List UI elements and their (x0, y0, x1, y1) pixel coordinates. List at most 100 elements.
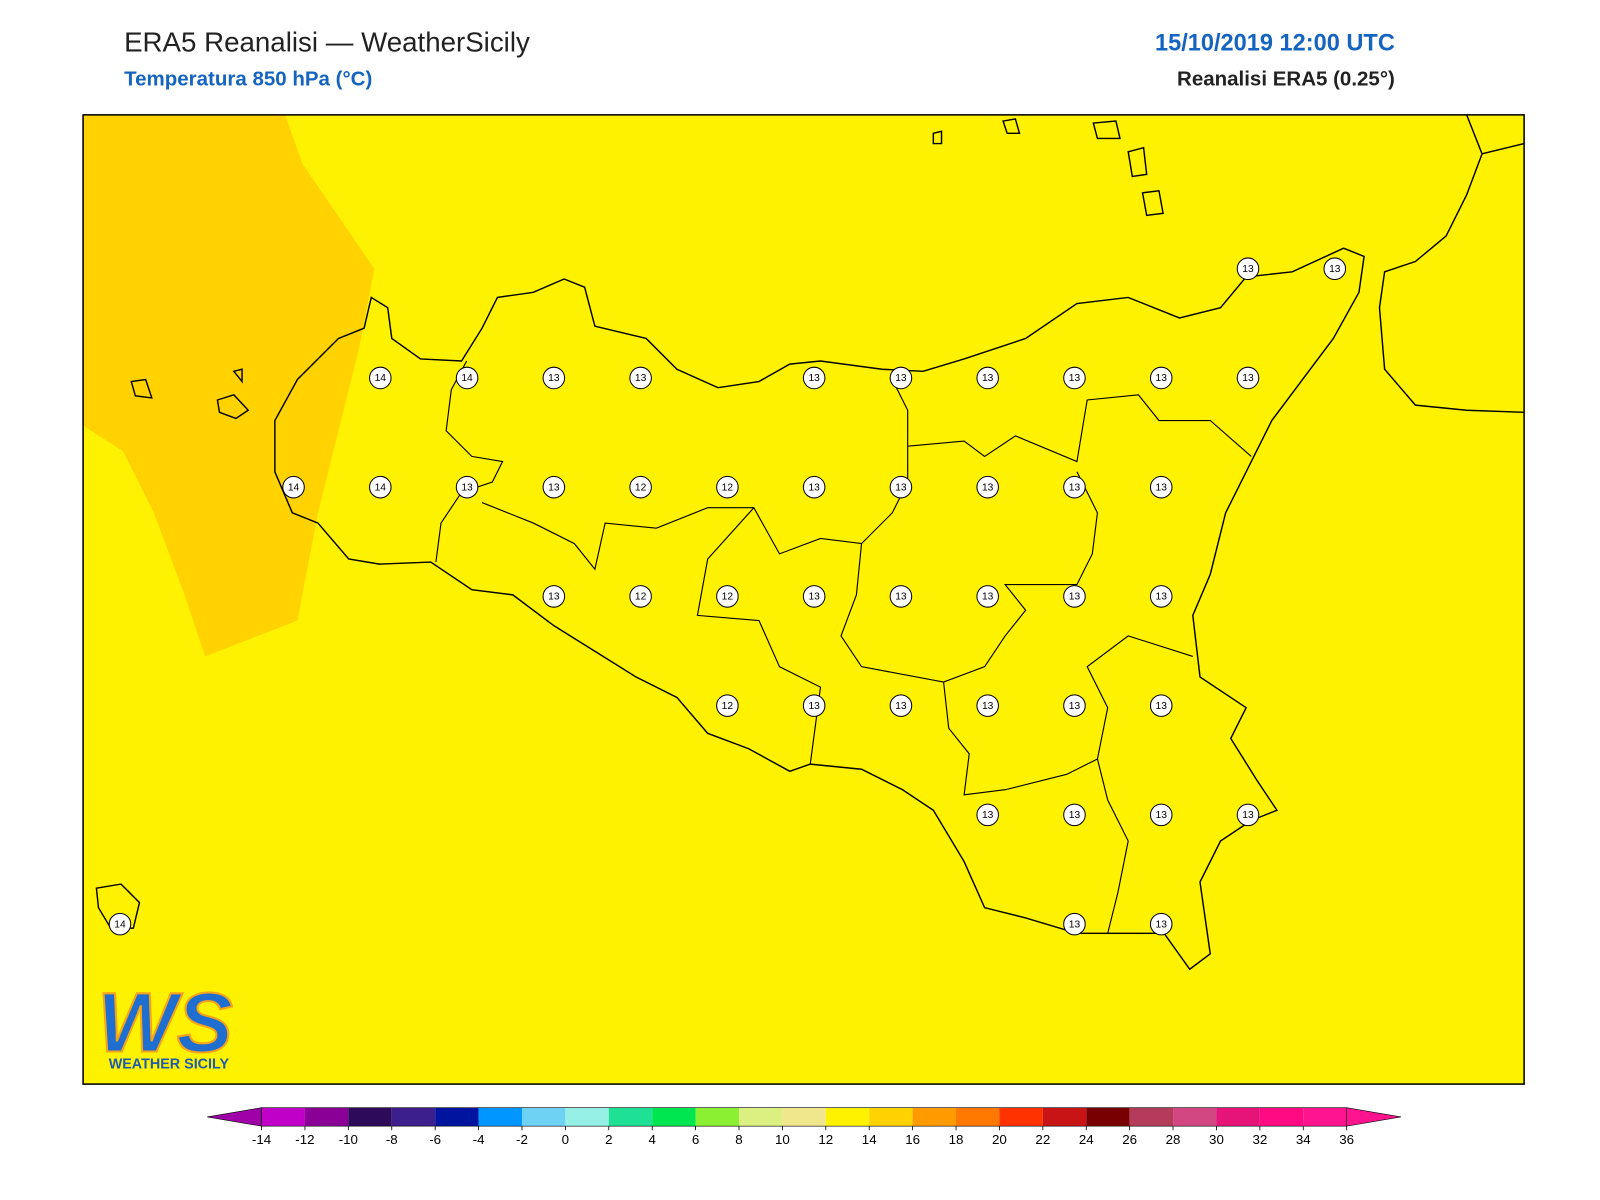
colorbar-box (956, 1107, 1000, 1127)
colorbar-tick-label: -12 (295, 1132, 314, 1147)
station-value: 14 (375, 373, 387, 384)
colorbar-tick-label: -8 (386, 1132, 398, 1147)
colorbar-tick-label: 24 (1079, 1132, 1094, 1147)
colorbar-box (565, 1107, 609, 1127)
station-marker (889, 694, 913, 717)
colorbar-box (348, 1107, 392, 1127)
station-marker (1149, 694, 1173, 717)
station-value: 13 (895, 482, 907, 493)
subtitle: Temperatura 850 hPa (°C) (124, 67, 372, 90)
station-marker (976, 803, 999, 827)
station-value: 13 (895, 373, 907, 384)
station-marker (1063, 585, 1086, 608)
colorbar-box (999, 1107, 1043, 1127)
map (83, 114, 1525, 1085)
colorbar-tick-label: -4 (473, 1132, 485, 1147)
station-value: 13 (548, 592, 560, 603)
station-value: 13 (808, 701, 820, 712)
station-marker (629, 366, 652, 390)
colorbar-box (912, 1107, 957, 1127)
station-marker (542, 475, 566, 499)
colorbar: -14 -12 -10 -8 -6 -4 -2 0 2 4 6 8 10 12 14 16 18 20 22 24 26… (207, 1107, 1402, 1147)
colorbar-box (1173, 1107, 1217, 1127)
station-value: 14 (375, 482, 387, 493)
colorbar-tick-label: -2 (516, 1132, 528, 1147)
colorbar-tick-label: 6 (692, 1132, 699, 1147)
colorbar-tick-label: 12 (818, 1132, 833, 1147)
islands (95, 118, 1164, 929)
colorbar-box (825, 1107, 870, 1127)
station-marker (802, 694, 826, 717)
station-value: 12 (635, 592, 647, 603)
colorbar-tick-label: 22 (1035, 1132, 1050, 1147)
colorbar-box (782, 1107, 826, 1127)
colorbar-tick-label: 2 (605, 1132, 612, 1147)
station-marker (629, 475, 652, 499)
station-value: 13 (1242, 373, 1254, 384)
colorbar-tick-label: 14 (862, 1132, 877, 1147)
colorbar-tick-label: 36 (1339, 1132, 1354, 1147)
colorbar-box (1259, 1107, 1304, 1127)
colorbar-box (608, 1107, 653, 1127)
station-marker (1063, 912, 1086, 936)
station-value: 12 (722, 482, 734, 493)
station-marker (1149, 585, 1173, 608)
colorbar-box (1216, 1107, 1260, 1127)
station-marker (802, 366, 826, 390)
station-value: 13 (1242, 810, 1254, 821)
colorbar-box (738, 1107, 783, 1127)
colorbar-box (652, 1107, 696, 1127)
station-marker (976, 366, 999, 390)
station-value: 13 (1156, 919, 1168, 930)
colorbar-tick-label: 28 (1166, 1132, 1181, 1147)
station-marker (629, 585, 652, 608)
station-marker (108, 912, 132, 936)
colorbar-box (869, 1107, 913, 1127)
colorbar-over (1346, 1107, 1402, 1127)
colorbar-tick-label: 4 (648, 1132, 656, 1147)
station-value: 13 (1156, 373, 1168, 384)
station-marker (889, 366, 913, 390)
station-marker (1063, 694, 1086, 717)
station-value: 13 (1069, 919, 1081, 930)
colorbar-under (207, 1107, 262, 1127)
station-marker (976, 585, 999, 608)
title: ERA5 Reanalisi — WeatherSicily (124, 26, 530, 57)
station-marker (716, 475, 739, 499)
colorbar-tick-label: -14 (252, 1132, 272, 1147)
model: Reanalisi ERA5 (0.25°) (1177, 67, 1395, 90)
station-value: 12 (635, 482, 647, 493)
province-borders (435, 360, 1252, 934)
station-marker (1236, 803, 1260, 827)
station-marker (542, 366, 566, 390)
station-value: 13 (895, 592, 907, 603)
colorbar-tick-label: -10 (339, 1132, 358, 1147)
station-value: 14 (461, 373, 473, 384)
station-marker (369, 366, 392, 390)
station-marker (889, 585, 913, 608)
colorbar-box (695, 1107, 739, 1127)
station-marker (1149, 803, 1173, 827)
station-value: 13 (982, 592, 994, 603)
station-marker (1323, 257, 1347, 280)
station-value: 13 (1156, 482, 1168, 493)
colorbar-box (521, 1107, 566, 1127)
colorbar-tick-label: 0 (562, 1132, 569, 1147)
field-14-16 (83, 114, 375, 657)
station-value: 13 (808, 482, 820, 493)
station-value: 13 (1156, 810, 1168, 821)
station-value: 13 (548, 482, 560, 493)
station-marker (1236, 257, 1260, 280)
station-marker (976, 475, 999, 499)
colorbar-tick-label: 30 (1209, 1132, 1224, 1147)
station-marker (455, 366, 479, 390)
calabria-coast (1378, 114, 1525, 414)
station-value: 13 (635, 373, 647, 384)
colorbar-tick-label: 8 (735, 1132, 742, 1147)
station-value: 13 (982, 373, 994, 384)
station-value: 14 (288, 482, 300, 493)
station-marker (282, 475, 305, 499)
station-marker (369, 475, 392, 499)
station-value: 13 (808, 373, 820, 384)
colorbar-box (304, 1107, 349, 1127)
